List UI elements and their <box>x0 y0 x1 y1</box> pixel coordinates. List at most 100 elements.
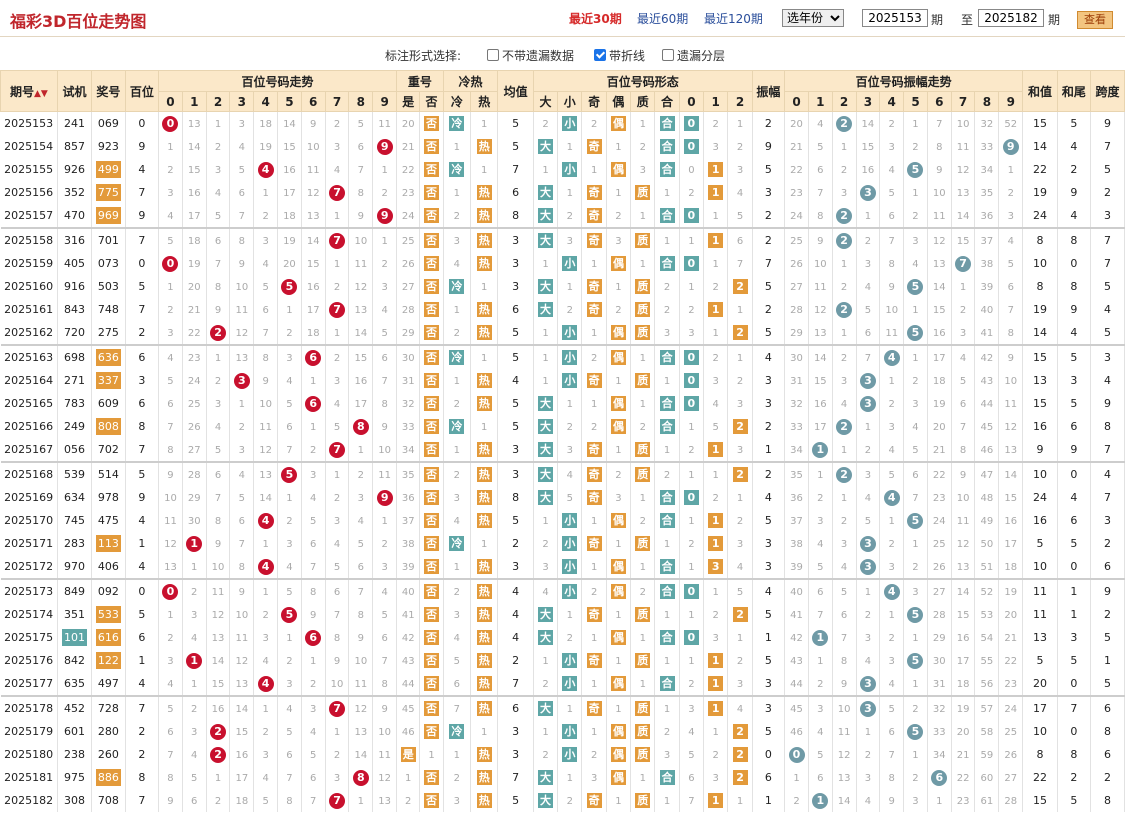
trend-cell: 7 <box>325 227 350 252</box>
repeat-cell: 否 <box>419 720 444 743</box>
miss-count: 1 <box>590 516 598 527</box>
shape-cell: 偶 <box>606 415 632 438</box>
shape-box: 0 <box>683 490 699 505</box>
checkbox-checked-icon[interactable] <box>594 49 606 61</box>
miss-count: 2 <box>736 376 744 387</box>
checkbox-icon[interactable] <box>662 49 674 61</box>
amp-trend-cell: 18 <box>998 555 1024 579</box>
miss-count: 1 <box>639 773 646 784</box>
range-60-link[interactable]: 最近60期 <box>637 12 689 26</box>
miss-count: 3 <box>381 562 388 573</box>
miss-count: 4 <box>214 188 222 199</box>
hundreds-digit-cell: 6 <box>125 626 160 649</box>
amplitude-cell: 5 <box>752 509 786 532</box>
amp-trend-cell: 2 <box>903 135 928 158</box>
miss-count: 25 <box>1004 727 1018 738</box>
option-no-miss[interactable]: 不带遗漏数据 <box>487 47 574 64</box>
trend-cell: 3 <box>325 509 350 532</box>
checkbox-icon[interactable] <box>487 49 499 61</box>
coldhot-box: 热 <box>476 208 492 223</box>
miss-count: 1 <box>688 422 695 433</box>
shape-cell: 0 <box>679 369 705 392</box>
hundreds-digit-cell: 5 <box>125 603 160 626</box>
trend-cell: 3 <box>253 227 279 252</box>
shape-cell: 2 <box>727 461 753 486</box>
shape-box: 小 <box>562 116 578 131</box>
issue-cell: 2025164 <box>0 369 58 392</box>
shape-cell: 质 <box>630 227 656 252</box>
coldhot-cell: 冷 <box>443 344 472 369</box>
miss-count: 4 <box>262 773 269 784</box>
to-issue-input[interactable] <box>978 9 1044 27</box>
range-30-link[interactable]: 最近30期 <box>569 12 622 26</box>
shape-box: 1 <box>708 162 724 177</box>
trend-ball: 0 <box>162 115 179 132</box>
win-number: 978 <box>97 491 119 504</box>
shape-cell: 3 <box>679 321 705 345</box>
shape-box: 奇 <box>586 185 602 200</box>
miss-count: 7 <box>167 750 174 761</box>
sum-cell: 14 <box>1022 321 1058 345</box>
issue-cell: 2025163 <box>0 344 58 369</box>
miss-count: 31 <box>932 679 946 690</box>
trend-cell: 14 <box>253 486 279 509</box>
win-number: 728 <box>97 702 119 715</box>
win-number-cell: 069 <box>91 111 126 135</box>
shape-cell: 1 <box>606 789 632 812</box>
miss-count: 3 <box>959 328 967 339</box>
miss-count: 33 <box>401 422 415 433</box>
amp-trend-cell: 38 <box>784 532 809 555</box>
trend-cell: 6 <box>229 181 255 204</box>
amp-trend-cell: 22 <box>951 766 976 789</box>
win-number-cell: 616 <box>91 626 126 649</box>
trend-cell: 6 <box>229 509 255 532</box>
miss-count: 1 <box>615 539 622 550</box>
miss-count: 5 <box>817 142 824 153</box>
issue-cell: 2025169 <box>0 486 58 509</box>
miss-count: 1 <box>817 656 824 667</box>
year-select[interactable]: 选年份 <box>782 9 844 27</box>
hundreds-digit-cell: 6 <box>125 392 160 415</box>
miss-count: 2 <box>688 445 695 456</box>
option-with-line[interactable]: 带折线 <box>594 47 645 64</box>
range-120-link[interactable]: 最近120期 <box>704 12 763 26</box>
table-row: 2025164 271 337 3 5 24 2 3 9 4 1 3 16 7 31 否 1 热 4 1 小奇 1 质 1 0 3… <box>0 369 1125 392</box>
miss-count: 4 <box>381 587 388 598</box>
shape-cell: 小 <box>557 720 583 743</box>
trend-cell: 11 <box>372 461 398 486</box>
amp-trend-cell: 25 <box>998 720 1024 743</box>
miss-count: 38 <box>401 539 415 550</box>
miss-count: 16 <box>813 399 827 410</box>
shape-cell: 1 <box>703 789 729 812</box>
trend-cell: 4 <box>253 158 279 181</box>
miss-count: 2 <box>333 750 341 761</box>
from-issue-input[interactable] <box>862 9 928 27</box>
sort-arrows-icon[interactable]: ▲▼ <box>33 88 48 99</box>
miss-count: 1 <box>688 236 695 247</box>
miss-count: 2 <box>615 211 622 222</box>
amp-trend-cell: 1 <box>808 461 833 486</box>
option-layered[interactable]: 遗漏分层 <box>662 47 725 64</box>
miss-count: 38 <box>980 259 994 270</box>
miss-count: 42 <box>980 353 994 364</box>
trend-cell: 12 <box>348 275 374 298</box>
trend-cell: 5 <box>301 509 326 532</box>
shape-cell: 1 <box>533 720 559 743</box>
table-row: 2025181 975 886 8 8 5 1 17 4 7 6 3 8 12 1 否 2 热 7 大 1 3 偶 1 合 6 3 2… <box>0 766 1125 789</box>
miss-count: 2 <box>615 305 622 316</box>
coldhot-cell: 5 <box>443 649 472 672</box>
trend-cell: 9 <box>158 461 183 486</box>
miss-count: 2 <box>453 773 461 784</box>
miss-count: 3 <box>310 704 317 715</box>
miss-count: 5 <box>357 119 364 130</box>
col-issue-header[interactable]: 期号▲▼ <box>0 70 58 112</box>
query-button[interactable]: 查看 <box>1077 11 1113 29</box>
miss-count: 6 <box>736 236 744 247</box>
miss-count: 1 <box>688 470 695 481</box>
trend-cell: 3 <box>348 486 374 509</box>
miss-count: 11 <box>1004 399 1018 410</box>
miss-count: 7 <box>238 539 246 550</box>
amp-trend-cell: 3 <box>856 252 881 275</box>
amp-trend-cell: 9 <box>879 789 905 812</box>
miss-count: 2 <box>381 259 388 270</box>
